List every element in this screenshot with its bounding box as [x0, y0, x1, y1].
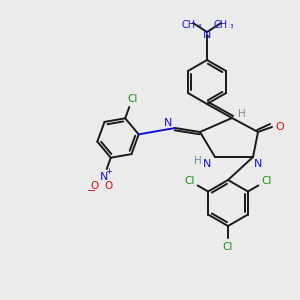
Text: ₃: ₃ [197, 20, 201, 29]
Text: H: H [238, 109, 246, 119]
Text: CH: CH [182, 20, 196, 30]
Text: N: N [254, 159, 262, 169]
Text: ₃: ₃ [229, 20, 233, 29]
Text: N: N [164, 118, 172, 128]
Text: Cl: Cl [223, 242, 233, 252]
Text: Cl: Cl [185, 176, 195, 186]
Text: +: + [106, 167, 112, 176]
Text: O: O [91, 181, 99, 190]
Text: Cl: Cl [261, 176, 271, 186]
Text: O: O [276, 122, 284, 132]
Text: H: H [194, 156, 202, 166]
Text: O: O [105, 181, 113, 190]
Text: CH: CH [214, 20, 228, 30]
Text: N: N [203, 30, 211, 40]
Text: Cl: Cl [127, 94, 138, 103]
Text: N: N [100, 172, 108, 182]
Text: −: − [87, 185, 97, 196]
Text: N: N [203, 159, 211, 169]
